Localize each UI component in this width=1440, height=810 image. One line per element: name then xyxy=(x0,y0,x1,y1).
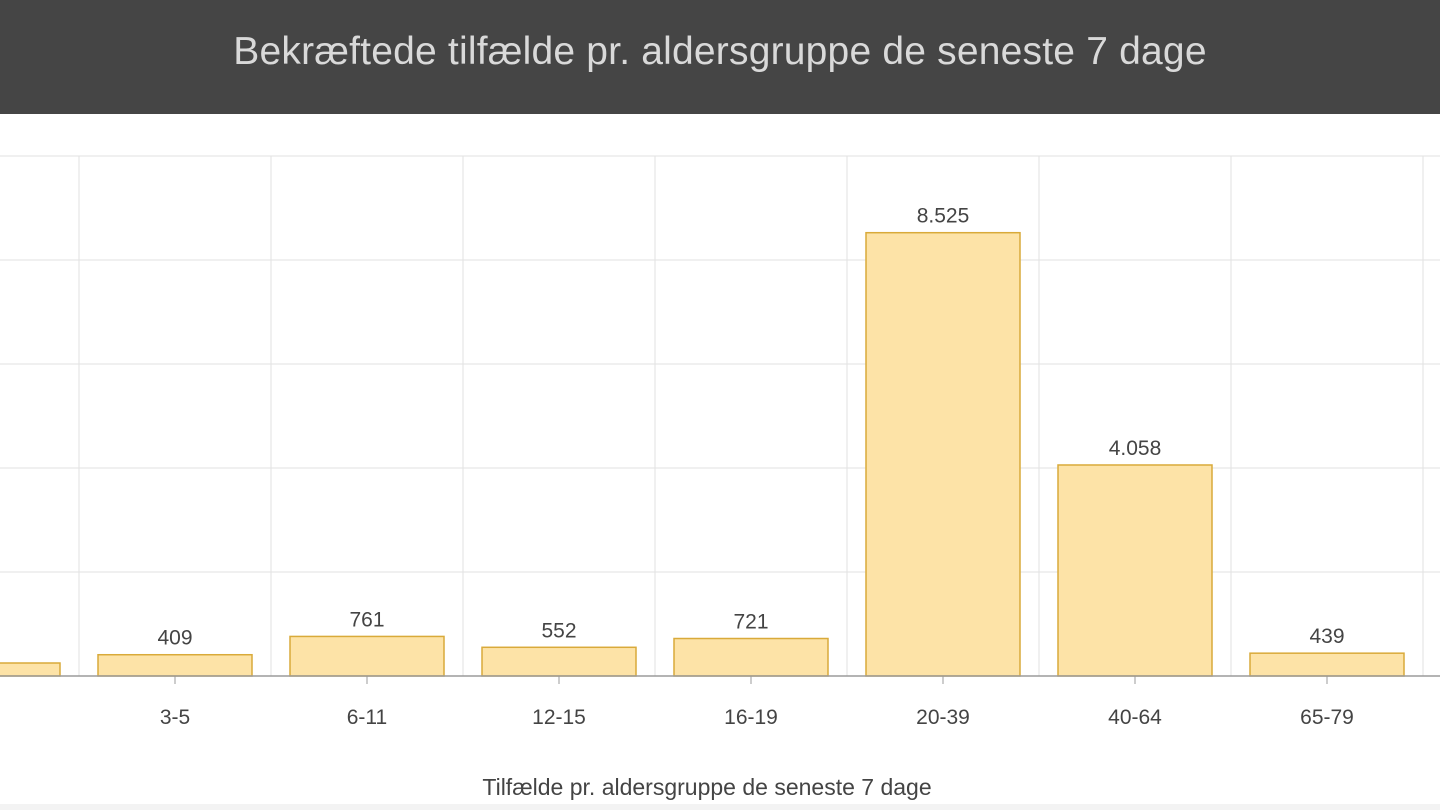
labels: 409 761 552 721 8.525 4.058 439 xyxy=(157,205,1344,650)
x-tick-label: 6-11 xyxy=(347,706,387,729)
bar-12-15 xyxy=(481,646,637,677)
bar-0-2 xyxy=(0,662,61,677)
x-tick-label: 65-79 xyxy=(1300,706,1354,729)
x-tick-label: 40-64 xyxy=(1108,706,1162,729)
data-label: 4.058 xyxy=(1109,437,1162,460)
grid xyxy=(0,155,1440,676)
data-label: 721 xyxy=(733,611,768,634)
bar-3-5 xyxy=(97,653,253,677)
bar-6-11 xyxy=(289,635,445,677)
data-label: 552 xyxy=(541,619,576,642)
chart-header: Bekræftede tilfælde pr. aldersgruppe de … xyxy=(0,0,1440,114)
x-tick-label: 16-19 xyxy=(724,706,778,729)
chart-title: Bekræftede tilfælde pr. aldersgruppe de … xyxy=(233,30,1207,73)
data-label: 409 xyxy=(157,627,192,650)
bar-16-19 xyxy=(673,637,829,677)
x-axis-title: Tilfælde pr. aldersgruppe de seneste 7 d… xyxy=(482,774,931,800)
bar-20-39 xyxy=(865,231,1021,677)
bar-40-64 xyxy=(1057,464,1213,677)
bar-65-79 xyxy=(1249,652,1405,677)
bars xyxy=(0,231,1405,677)
x-axis: 3-5 6-11 12-15 16-19 20-39 40-64 65-79 xyxy=(0,675,1440,729)
bar-chart: 3-5 6-11 12-15 16-19 20-39 40-64 65-79 409 761 5… xyxy=(0,155,1440,800)
data-label: 439 xyxy=(1309,625,1344,648)
data-label: 8.525 xyxy=(917,205,970,228)
bottom-band xyxy=(0,804,1440,810)
x-tick-label: 20-39 xyxy=(916,706,970,729)
data-label: 761 xyxy=(349,608,384,631)
x-tick-label: 3-5 xyxy=(160,706,190,729)
x-tick-label: 12-15 xyxy=(532,706,586,729)
